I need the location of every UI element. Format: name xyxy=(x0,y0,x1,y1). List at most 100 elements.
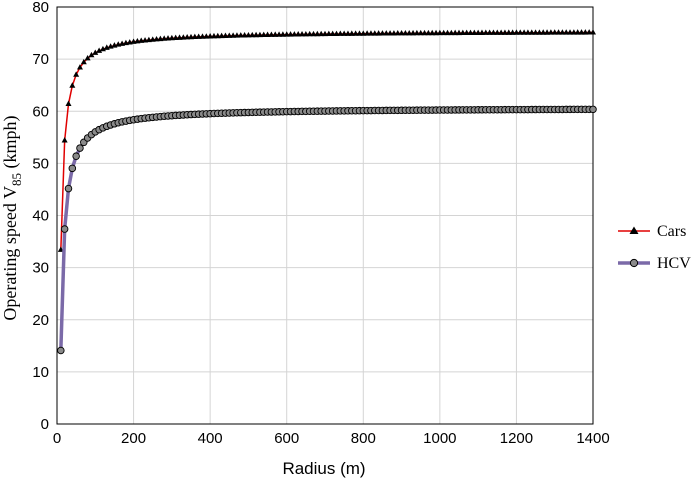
data-point xyxy=(567,29,574,35)
x-axis-title: Radius (m) xyxy=(282,459,365,478)
data-point xyxy=(310,30,317,37)
plot-frame xyxy=(56,6,594,425)
data-point xyxy=(348,30,355,36)
data-point xyxy=(341,30,348,36)
y-tick-label: 20 xyxy=(32,312,49,329)
data-point xyxy=(498,29,505,35)
legend-marker-cars xyxy=(629,226,639,234)
data-point xyxy=(433,29,440,36)
x-tick-label: 200 xyxy=(121,430,146,447)
data-point xyxy=(322,30,328,37)
data-point xyxy=(233,32,240,38)
x-tick-label: 400 xyxy=(198,430,223,447)
data-point xyxy=(72,152,80,160)
data-point xyxy=(417,29,424,36)
y-tick-label: 0 xyxy=(41,416,49,433)
data-point xyxy=(260,31,267,38)
y-axis-title: Operating speed V85 (kmph) xyxy=(0,115,24,320)
data-point xyxy=(528,29,535,35)
data-point xyxy=(218,32,225,39)
data-point xyxy=(578,29,585,35)
data-point xyxy=(92,49,99,55)
series-line-cars xyxy=(60,31,594,250)
data-point xyxy=(456,29,462,36)
data-point xyxy=(203,33,210,39)
data-point xyxy=(559,29,566,35)
data-point xyxy=(586,29,593,35)
y-axis-title-unit: (kmph) xyxy=(0,115,21,173)
data-point xyxy=(440,29,447,36)
grid xyxy=(57,6,594,424)
legend-item-cars: Cars xyxy=(618,223,686,240)
data-point xyxy=(448,29,455,36)
data-point xyxy=(582,29,589,35)
data-point xyxy=(494,29,501,35)
data-point xyxy=(459,29,466,36)
data-point xyxy=(291,31,298,37)
data-point xyxy=(563,29,570,35)
data-point xyxy=(306,30,313,37)
data-point xyxy=(302,30,309,37)
x-tick-label: 800 xyxy=(351,430,376,447)
data-point xyxy=(237,32,244,38)
x-tick-label: 1200 xyxy=(500,430,533,447)
y-axis-ticks: 0 10 20 30 40 50 60 70 80 xyxy=(32,0,49,433)
data-point xyxy=(540,29,547,35)
series-hcv xyxy=(57,105,597,355)
legend-marker-hcv xyxy=(629,258,639,268)
data-point xyxy=(490,29,497,35)
y-axis-title-main: Operating speed V xyxy=(0,186,20,321)
data-point xyxy=(222,32,229,38)
legend-label-hcv: HCV xyxy=(657,255,691,272)
data-point xyxy=(76,144,84,152)
data-point xyxy=(429,29,436,36)
data-point xyxy=(421,29,428,36)
data-point xyxy=(471,29,478,35)
data-point xyxy=(478,29,485,35)
legend: Cars HCV xyxy=(618,223,691,272)
data-point xyxy=(589,105,597,114)
data-point xyxy=(501,29,508,35)
data-point xyxy=(467,29,474,36)
data-point xyxy=(337,30,344,36)
y-axis-title-subscript: 85 xyxy=(9,173,24,186)
data-point xyxy=(314,30,321,37)
data-point xyxy=(383,30,390,36)
data-point xyxy=(513,29,520,35)
y-tick-label: 60 xyxy=(32,103,49,120)
data-point xyxy=(99,45,106,52)
data-point xyxy=(486,29,493,35)
data-point xyxy=(452,29,459,36)
data-point xyxy=(402,29,409,36)
data-point xyxy=(264,31,271,37)
series-cars xyxy=(57,29,596,252)
data-point xyxy=(387,30,394,36)
data-point xyxy=(371,30,378,36)
data-point xyxy=(249,31,256,38)
data-point xyxy=(256,31,263,38)
legend-item-hcv: HCV xyxy=(618,255,691,272)
data-point xyxy=(299,30,306,37)
data-point xyxy=(590,29,596,35)
y-tick-label: 30 xyxy=(32,260,49,277)
data-point xyxy=(344,30,351,36)
data-point xyxy=(398,30,405,36)
data-point xyxy=(57,346,65,355)
y-tick-label: 40 xyxy=(32,208,49,225)
data-point xyxy=(364,30,371,36)
data-point xyxy=(283,31,290,37)
legend-label-cars: Cars xyxy=(657,223,686,240)
data-point xyxy=(272,31,279,37)
data-point xyxy=(333,30,340,36)
data-point xyxy=(517,29,524,35)
data-point xyxy=(360,30,367,36)
data-point xyxy=(76,64,83,70)
y-tick-label: 70 xyxy=(32,51,49,68)
data-point xyxy=(61,137,68,143)
data-point xyxy=(367,30,374,36)
data-point xyxy=(509,29,516,35)
data-point xyxy=(210,32,217,39)
x-tick-label: 1000 xyxy=(423,430,456,447)
data-point xyxy=(505,29,512,35)
